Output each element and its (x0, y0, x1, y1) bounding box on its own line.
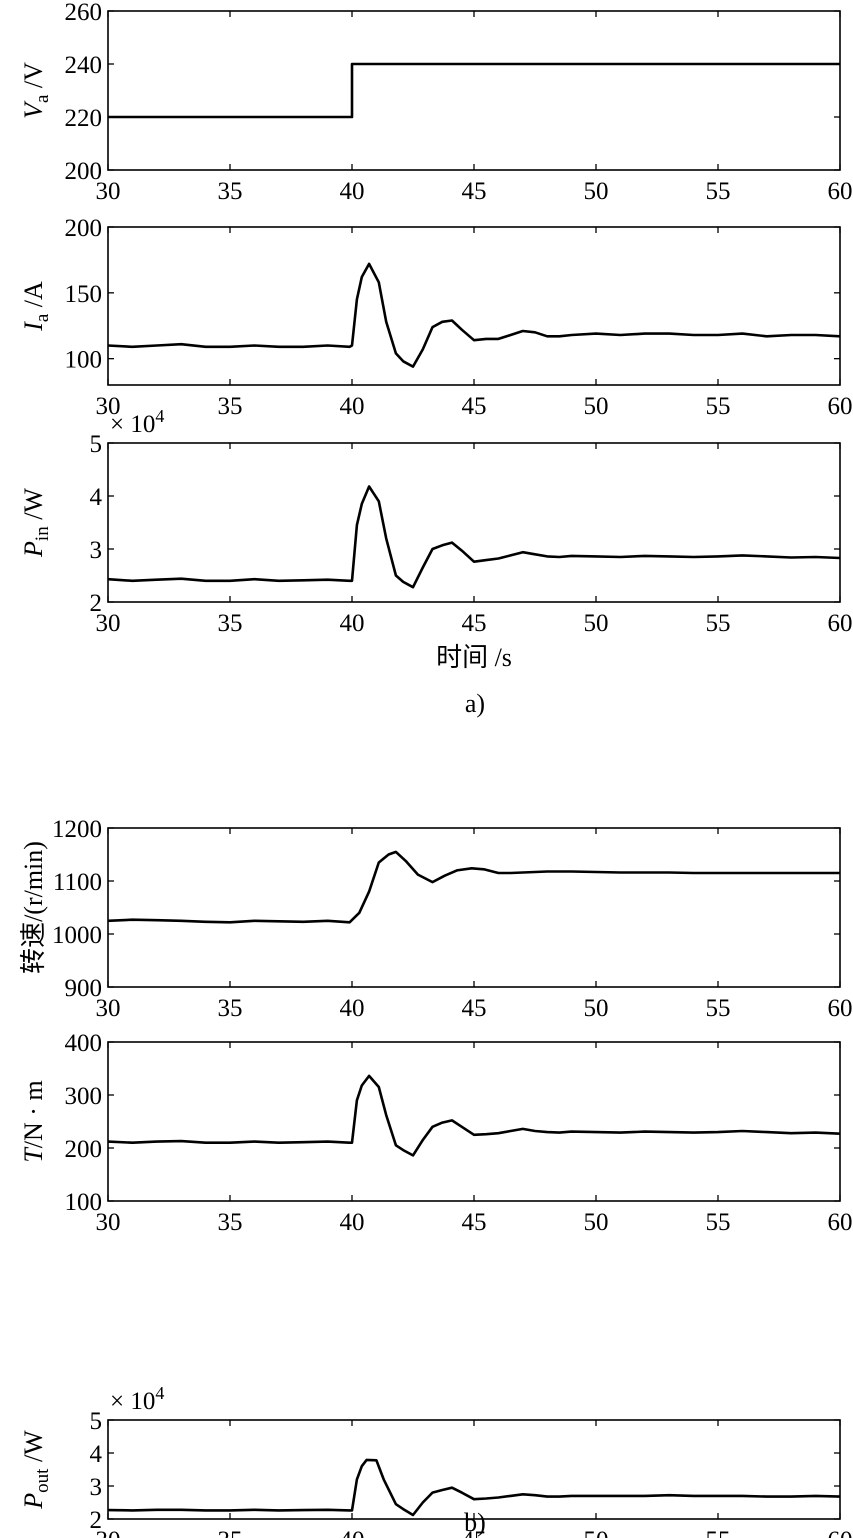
x-tick-label: 40 (340, 393, 365, 420)
x-tick-label: 45 (462, 1527, 487, 1538)
y-multiplier: × 104 (110, 1383, 164, 1415)
y-axis-label: 转速/(r/min) (19, 841, 48, 974)
x-tick-label: 60 (828, 1209, 853, 1236)
y-tick-label: 2 (90, 1507, 103, 1534)
x-tick-label: 60 (828, 610, 853, 637)
x-tick-label: 60 (828, 1527, 853, 1538)
x-tick-label: 30 (96, 393, 121, 420)
x-tick-label: 50 (584, 178, 609, 205)
y-tick-label: 5 (90, 431, 103, 458)
y-tick-label: 200 (65, 1136, 103, 1163)
y-tick-label: 100 (65, 1189, 103, 1216)
plot-frame (107, 226, 841, 386)
y-tick-label: 3 (90, 1474, 103, 1501)
y-tick-label: 1200 (52, 816, 102, 843)
x-tick-label: 60 (828, 393, 853, 420)
y-tick-label: 2 (90, 590, 103, 617)
x-tick-label: 55 (706, 1527, 731, 1538)
y-axis-label: T/N · m (19, 1080, 48, 1162)
x-tick-label: 40 (340, 995, 365, 1022)
x-tick-label: 45 (462, 995, 487, 1022)
y-tick-label: 240 (65, 52, 103, 79)
y-tick-label: 1100 (53, 869, 102, 896)
chart-panel-2: 30 35 40 45 50 55 60 100 150 200 Ia /A (19, 215, 853, 420)
x-tick-label: 55 (706, 1209, 731, 1236)
plot-frame (107, 442, 841, 603)
x-tick-label: 55 (706, 178, 731, 205)
x-tick-label: 30 (96, 1209, 121, 1236)
x-tick-label: 50 (584, 393, 609, 420)
y-axis-label: Pout /W (19, 1430, 53, 1510)
x-tick-label: 40 (340, 610, 365, 637)
x-tick-label: 35 (218, 178, 243, 205)
y-multiplier: × 104 (110, 406, 164, 438)
y-axis-label: Ia /A (19, 281, 53, 332)
plot-frame (107, 827, 841, 988)
series-line (107, 1074, 841, 1157)
x-tick-label: 55 (706, 995, 731, 1022)
series-line (107, 485, 841, 589)
x-tick-label: 35 (218, 393, 243, 420)
y-tick-label: 4 (90, 484, 103, 511)
y-axis-label: Pin /W (19, 488, 53, 558)
x-tick-label: 45 (462, 1209, 487, 1236)
caption-a: a) (465, 689, 485, 718)
x-axis-label: 时间 /s (436, 643, 512, 672)
y-tick-label: 300 (65, 1083, 103, 1110)
chart-panel-1: 30 35 40 45 50 55 60 200 220 240 260 Va /V (19, 0, 853, 205)
x-tick-label: 30 (96, 995, 121, 1022)
y-tick-label: 220 (65, 105, 103, 132)
series-line (108, 62, 840, 119)
y-tick-label: 100 (65, 347, 103, 374)
y-tick-label: 200 (65, 158, 103, 185)
x-tick-label: 60 (828, 995, 853, 1022)
y-tick-label: 3 (90, 537, 103, 564)
x-tick-label: 45 (462, 610, 487, 637)
x-tick-label: 45 (462, 178, 487, 205)
x-tick-label: 30 (96, 1527, 121, 1538)
y-tick-label: 1000 (52, 922, 102, 949)
x-tick-label: 35 (218, 610, 243, 637)
caption-b: b) (464, 1508, 486, 1537)
y-tick-label: 900 (65, 975, 103, 1002)
x-tick-label: 50 (584, 995, 609, 1022)
series-line (107, 262, 841, 368)
x-tick-label: 50 (584, 1209, 609, 1236)
y-tick-label: 5 (90, 1408, 103, 1435)
x-tick-label: 30 (96, 610, 121, 637)
y-tick-label: 4 (90, 1441, 103, 1468)
plot-frame (107, 1041, 841, 1202)
x-tick-label: 40 (340, 1209, 365, 1236)
y-axis-label: Va /V (19, 62, 53, 119)
y-tick-label: 200 (65, 215, 103, 242)
x-tick-label: 50 (584, 610, 609, 637)
x-tick-label: 50 (584, 1527, 609, 1538)
x-tick-label: 30 (96, 178, 121, 205)
series-line (107, 1458, 841, 1517)
x-tick-label: 45 (462, 393, 487, 420)
chart-panel-5: 30 35 40 45 50 55 60 100 200 300 400 T/N · m (19, 1030, 853, 1236)
x-tick-label: 35 (218, 1527, 243, 1538)
x-tick-label: 40 (340, 1527, 365, 1538)
plot-frame (107, 1419, 841, 1520)
plot-frame (107, 10, 841, 171)
x-tick-label: 55 (706, 393, 731, 420)
x-tick-label: 35 (218, 995, 243, 1022)
y-tick-label: 150 (65, 281, 103, 308)
y-tick-label: 260 (65, 0, 103, 26)
x-tick-label: 55 (706, 610, 731, 637)
series-line (107, 850, 840, 924)
y-tick-label: 400 (65, 1030, 103, 1057)
x-tick-label: 35 (218, 1209, 243, 1236)
x-tick-label: 40 (340, 178, 365, 205)
x-tick-label: 60 (828, 178, 853, 205)
